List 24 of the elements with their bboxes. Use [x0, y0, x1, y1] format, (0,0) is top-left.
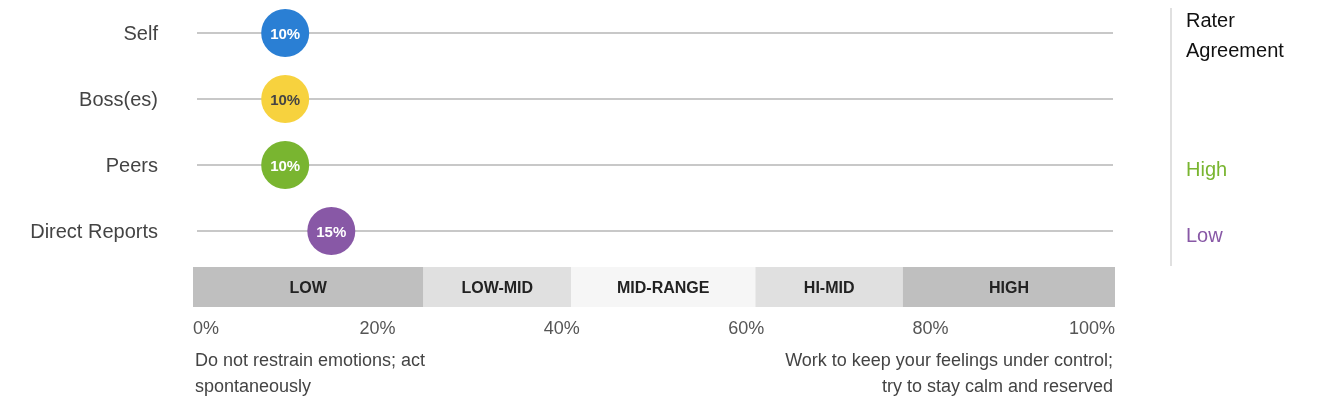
data-label: 10%	[270, 91, 301, 108]
data-label: 10%	[270, 157, 301, 174]
band-label: HI-MID	[803, 279, 855, 296]
x-tick-label: 20%	[359, 318, 396, 338]
data-label: 15%	[316, 223, 347, 240]
data-label: 10%	[270, 25, 301, 42]
x-tick-label: 0%	[193, 318, 220, 338]
band-label: LOW-MID	[461, 279, 534, 296]
x-tick-label: 100%	[1068, 318, 1115, 338]
text: Low	[1186, 224, 1224, 246]
text: Do not restrain emotions; act spontaneously	[195, 350, 426, 396]
y-tick-label: Boss(es)	[79, 88, 158, 110]
x-tick-label: 80%	[912, 318, 949, 338]
y-tick-label: Direct Reports	[30, 220, 158, 242]
y-tick-label: Peers	[105, 154, 158, 176]
band-label: HIGH	[988, 279, 1029, 296]
text: Rater Agreement	[1186, 9, 1285, 61]
y-tick-label: Self	[123, 22, 159, 44]
band-label: MID-RANGE	[617, 279, 710, 296]
x-tick-label: 40%	[543, 318, 580, 338]
text: High	[1186, 158, 1228, 180]
band-label: LOW	[289, 279, 328, 296]
x-tick-label: 60%	[728, 318, 765, 338]
text: Work to keep your feelings under control; try to stay calm and reserved	[785, 350, 1113, 396]
